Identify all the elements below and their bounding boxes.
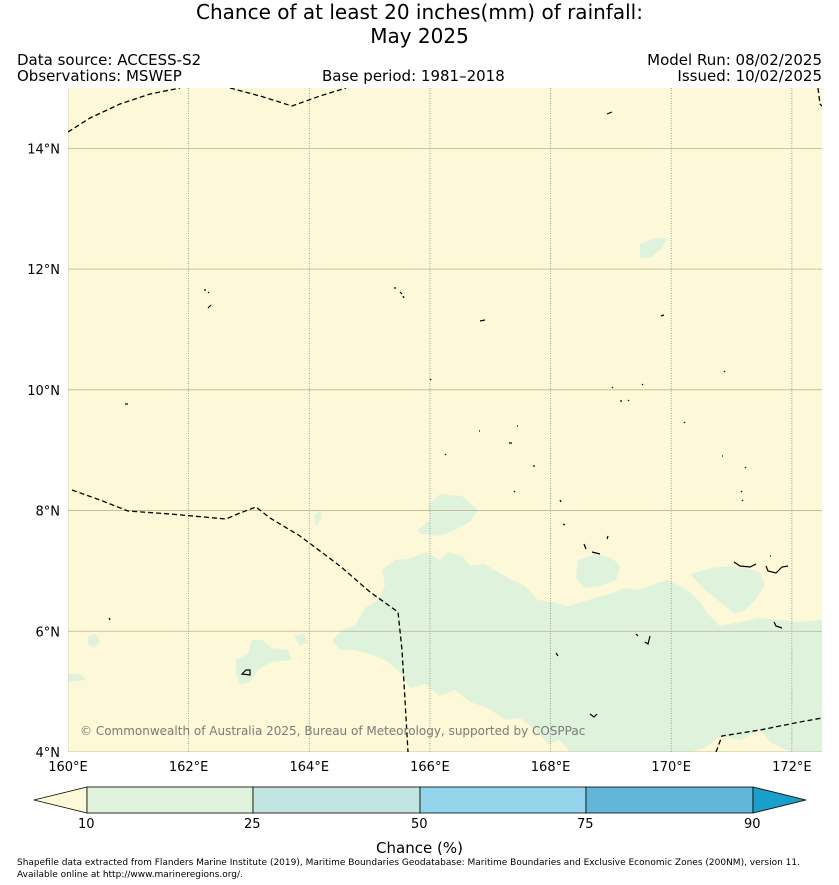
colorbar-tick-25: 25 xyxy=(244,817,261,832)
map-copyright: © Commonwealth of Australia 2025, Bureau… xyxy=(80,724,585,738)
colorbar-title: Chance (%) xyxy=(376,839,463,857)
colorbar-segment-50-75 xyxy=(419,786,587,814)
latitude-tick-label: 6°N xyxy=(36,625,61,640)
latitude-tick-label: 14°N xyxy=(27,142,60,157)
colorbar-high-extension xyxy=(752,786,807,814)
colorbar-segment-75-90 xyxy=(585,786,754,814)
longitude-tick-label: 162°E xyxy=(169,760,209,775)
colorbar-tick-10: 10 xyxy=(78,817,95,832)
observations-label: Observations: MSWEP xyxy=(17,67,182,85)
longitude-tick-label: 168°E xyxy=(531,760,571,775)
longitude-tick-label: 170°E xyxy=(651,760,691,775)
rainfall-probability-region xyxy=(68,238,822,752)
footer-line-1: Shapefile data extracted from Flanders M… xyxy=(17,858,800,868)
issued-label: Issued: 10/02/2025 xyxy=(677,67,822,85)
maritime-boundaries xyxy=(68,88,822,752)
latitude-tick-label: 8°N xyxy=(36,505,61,520)
latitude-tick-label: 12°N xyxy=(27,263,60,278)
latitude-tick-label: 10°N xyxy=(27,384,60,399)
footer-line-2: Available online at http://www.marinereg… xyxy=(17,870,243,880)
latitude-tick-label: 4°N xyxy=(36,746,61,761)
colorbar xyxy=(33,786,807,814)
footer-attribution: Shapefile data extracted from Flanders M… xyxy=(17,857,832,881)
coastline-islands xyxy=(108,111,789,718)
title-line-1: Chance of at least 20 inches(mm) of rain… xyxy=(196,0,643,24)
longitude-tick-label: 164°E xyxy=(290,760,330,775)
colorbar-segment-25-50 xyxy=(252,786,421,814)
colorbar-tick-90: 90 xyxy=(744,817,761,832)
latitude-labels: 14°N 12°N 10°N 8°N 6°N 4°N xyxy=(27,142,60,761)
longitude-tick-label: 166°E xyxy=(410,760,450,775)
colorbar-tick-75: 75 xyxy=(577,817,594,832)
base-period-label: Base period: 1981–2018 xyxy=(322,67,505,85)
map-gridlines xyxy=(68,88,822,752)
chart-title: Chance of at least 20 inches(mm) of rain… xyxy=(0,0,839,48)
colorbar-low-extension xyxy=(33,786,88,814)
longitude-tick-label: 172°E xyxy=(772,760,812,775)
colorbar-tick-50: 50 xyxy=(411,817,428,832)
longitude-labels: 160°E 162°E 164°E 166°E 168°E 170°E 172°E xyxy=(48,760,811,775)
colorbar-segment-10-25 xyxy=(86,786,254,814)
model-run-label: Model Run: 08/02/2025 xyxy=(647,51,822,69)
title-line-2: May 2025 xyxy=(370,24,469,48)
longitude-tick-label: 160°E xyxy=(48,760,88,775)
data-source-label: Data source: ACCESS-S2 xyxy=(17,51,202,69)
